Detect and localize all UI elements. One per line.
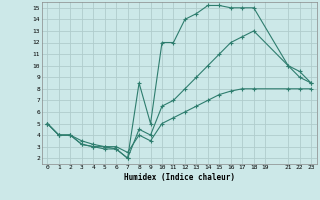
X-axis label: Humidex (Indice chaleur): Humidex (Indice chaleur)	[124, 173, 235, 182]
